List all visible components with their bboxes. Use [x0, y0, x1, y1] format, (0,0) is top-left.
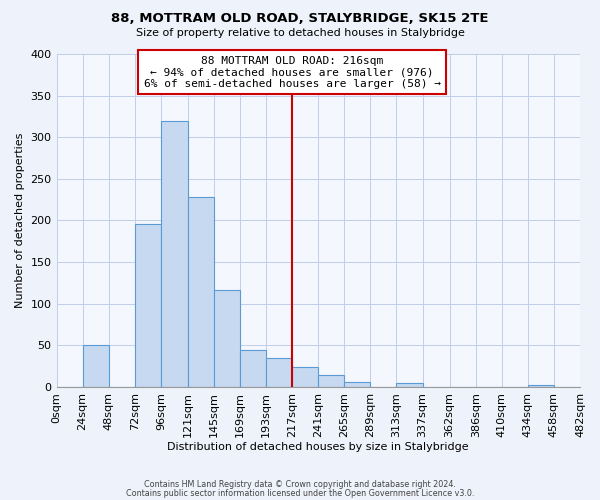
Bar — [240, 350, 266, 387]
Bar — [292, 367, 318, 387]
Text: 88 MOTTRAM OLD ROAD: 216sqm
← 94% of detached houses are smaller (976)
6% of sem: 88 MOTTRAM OLD ROAD: 216sqm ← 94% of det… — [144, 56, 441, 89]
Bar — [188, 197, 214, 387]
Text: Contains public sector information licensed under the Open Government Licence v3: Contains public sector information licen… — [126, 488, 474, 498]
Bar — [266, 358, 292, 387]
Y-axis label: Number of detached properties: Number of detached properties — [15, 133, 25, 308]
Bar — [344, 382, 370, 387]
Text: Contains HM Land Registry data © Crown copyright and database right 2024.: Contains HM Land Registry data © Crown c… — [144, 480, 456, 489]
Text: 88, MOTTRAM OLD ROAD, STALYBRIDGE, SK15 2TE: 88, MOTTRAM OLD ROAD, STALYBRIDGE, SK15 … — [111, 12, 489, 26]
Bar — [214, 290, 240, 387]
Bar — [318, 376, 344, 387]
Bar — [161, 122, 188, 387]
Text: Size of property relative to detached houses in Stalybridge: Size of property relative to detached ho… — [136, 28, 464, 38]
Bar — [397, 383, 422, 387]
X-axis label: Distribution of detached houses by size in Stalybridge: Distribution of detached houses by size … — [167, 442, 469, 452]
Bar — [135, 224, 161, 387]
Bar — [528, 386, 554, 387]
Bar — [83, 344, 109, 387]
